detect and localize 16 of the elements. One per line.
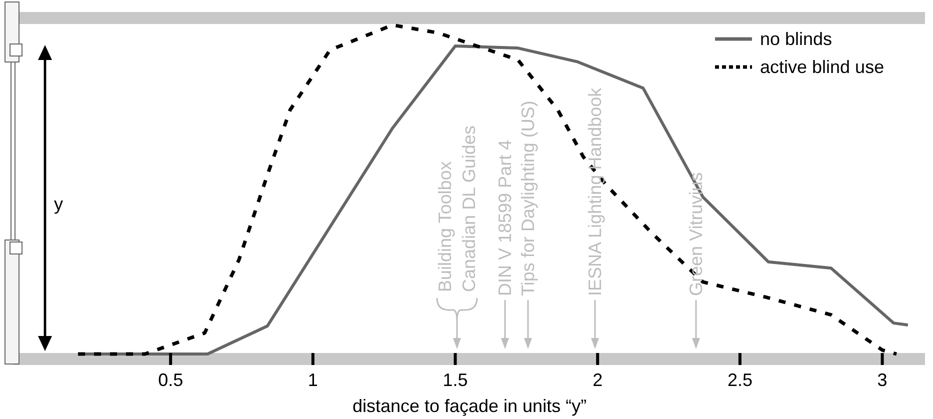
x-axis-title: distance to façade in units “y” (352, 396, 587, 416)
legend-label: no blinds (760, 29, 832, 49)
x-tick-label: 3 (877, 370, 888, 390)
annotation: Green Vitruvius (686, 172, 706, 296)
annotation: IESNA Lighting Handbook (585, 86, 605, 296)
legend-label: active blind use (760, 57, 884, 77)
x-tick-label: 2 (592, 370, 603, 390)
x-tick-label: 2.5 (727, 370, 752, 390)
annotation: Building Toolbox (435, 161, 455, 292)
annotation: Tips for Daylighting (US) (518, 100, 538, 296)
x-tick-label: 1.5 (442, 370, 468, 390)
annotation: y (54, 194, 63, 214)
annotation: Canadian DL Guides (459, 126, 479, 292)
x-tick-label: 1 (308, 370, 318, 390)
x-tick-label: 0.5 (158, 370, 184, 390)
annotation: DIN V 18599 Part 4 (495, 140, 515, 296)
